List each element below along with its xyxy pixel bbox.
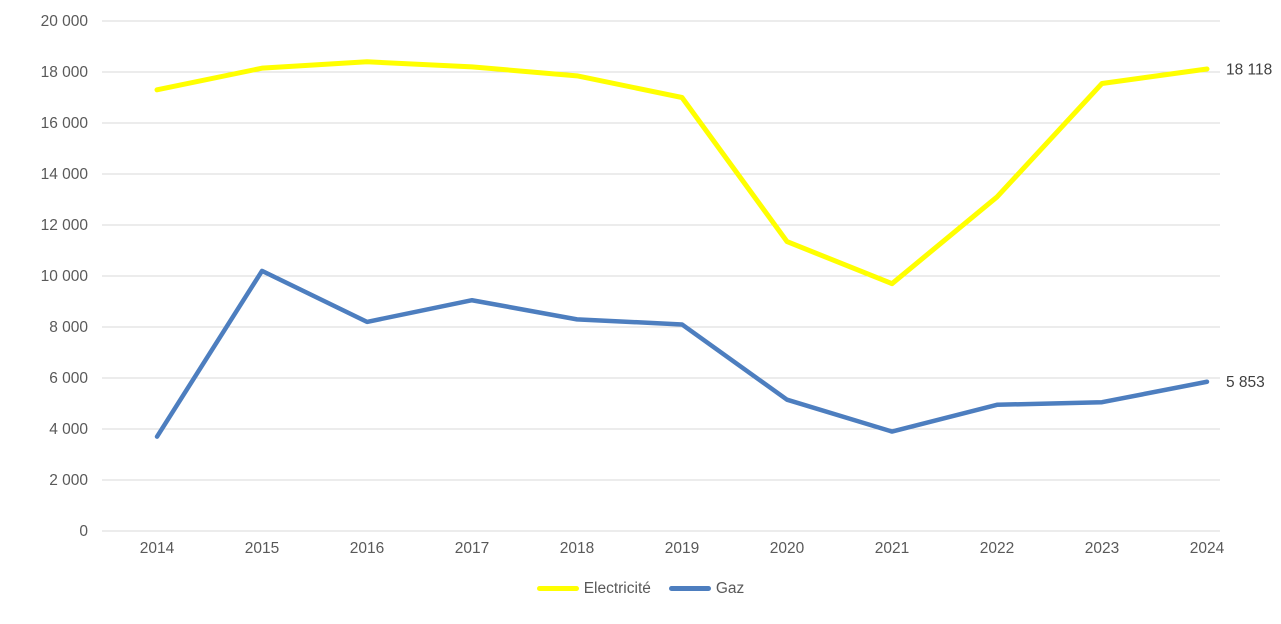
y-axis-tick-label: 14 000: [41, 166, 89, 183]
x-axis-tick-label: 2024: [1190, 540, 1225, 557]
legend-item-gaz: Gaz: [668, 580, 745, 597]
series-end-label-gaz: 5 853: [1226, 374, 1265, 391]
y-axis-tick-label: 4 000: [49, 421, 88, 438]
legend-swatch-electricite: [536, 586, 579, 592]
y-axis-tick-label: 6 000: [49, 370, 88, 387]
x-axis-tick-label: 2020: [770, 540, 805, 557]
x-axis-tick-label: 2022: [980, 540, 1014, 557]
legend-swatch-gaz: [668, 586, 711, 592]
x-axis-tick-label: 2017: [455, 540, 489, 557]
y-axis-tick-label: 18 000: [41, 64, 89, 81]
x-axis-tick-label: 2023: [1085, 540, 1119, 557]
x-axis-tick-label: 2015: [245, 540, 279, 557]
legend-label-electricite: Electricité: [583, 580, 651, 597]
y-axis-tick-label: 12 000: [41, 217, 89, 234]
x-axis-tick-label: 2021: [875, 540, 909, 557]
y-axis-tick-label: 20 000: [41, 13, 89, 30]
y-axis-tick-label: 10 000: [41, 268, 89, 285]
y-axis-tick-label: 16 000: [41, 115, 89, 132]
series-line-gaz: [154, 268, 1210, 439]
chart-legend: Electricité Gaz: [0, 581, 1281, 597]
x-axis-tick-label: 2016: [350, 540, 384, 557]
x-axis-tick-label: 2014: [140, 540, 175, 557]
legend-item-electricite: Electricité: [536, 580, 651, 597]
series-end-label-electricite: 18 118: [1226, 61, 1272, 78]
y-axis-tick-label: 8 000: [49, 319, 88, 336]
series-line-electricite: [154, 59, 1210, 287]
x-axis-tick-label: 2018: [560, 540, 594, 557]
y-axis-tick-label: 2 000: [49, 472, 88, 489]
x-axis-tick-label: 2019: [665, 540, 699, 557]
y-axis-tick-label: 0: [79, 523, 88, 540]
legend-label-gaz: Gaz: [715, 580, 745, 597]
